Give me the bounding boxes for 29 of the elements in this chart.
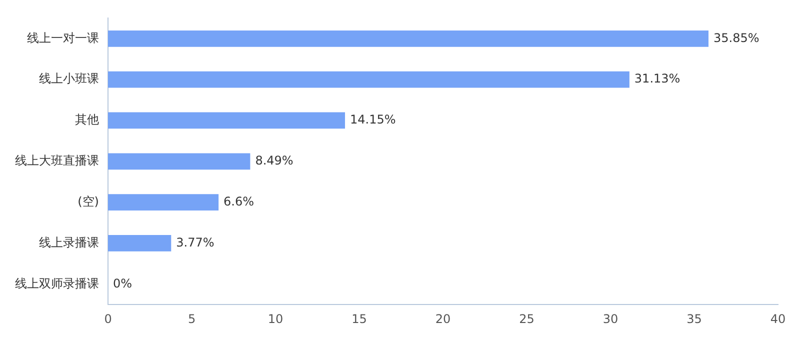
- x-tick-label: 5: [188, 312, 196, 326]
- y-tick-label: 线上一对一课: [27, 30, 99, 45]
- y-tick-label: 线上大班直播课: [15, 154, 99, 168]
- data-label: 0%: [113, 276, 132, 290]
- bar: [108, 235, 172, 252]
- bar: [108, 71, 630, 88]
- bar: [108, 194, 219, 210]
- bar: [108, 112, 346, 129]
- y-tick-label: 线上双师录播课: [15, 276, 99, 290]
- x-tick-label: 20: [435, 312, 451, 326]
- y-tick-label: 线上录播课: [39, 235, 99, 250]
- data-label: 8.49%: [255, 154, 294, 168]
- x-tick-label: 15: [352, 312, 367, 326]
- data-label: 6.6%: [224, 194, 254, 208]
- data-label: 14.15%: [350, 112, 396, 127]
- data-label: 3.77%: [176, 235, 214, 250]
- bar: [108, 153, 250, 170]
- x-tick-label: 40: [770, 312, 786, 326]
- data-label: 35.85%: [713, 30, 760, 45]
- bar: [108, 30, 708, 47]
- data-label: 31.13%: [634, 72, 680, 86]
- y-tick-label: 线上小班课: [39, 72, 99, 86]
- x-tick-label: 30: [602, 312, 618, 326]
- x-tick-label: 35: [686, 312, 702, 326]
- x-tick-label: 0: [104, 312, 112, 326]
- y-tick-label: (空): [78, 194, 99, 208]
- x-tick-label: 10: [268, 312, 284, 326]
- y-tick-label: 其他: [75, 112, 99, 127]
- x-tick-label: 25: [519, 312, 534, 326]
